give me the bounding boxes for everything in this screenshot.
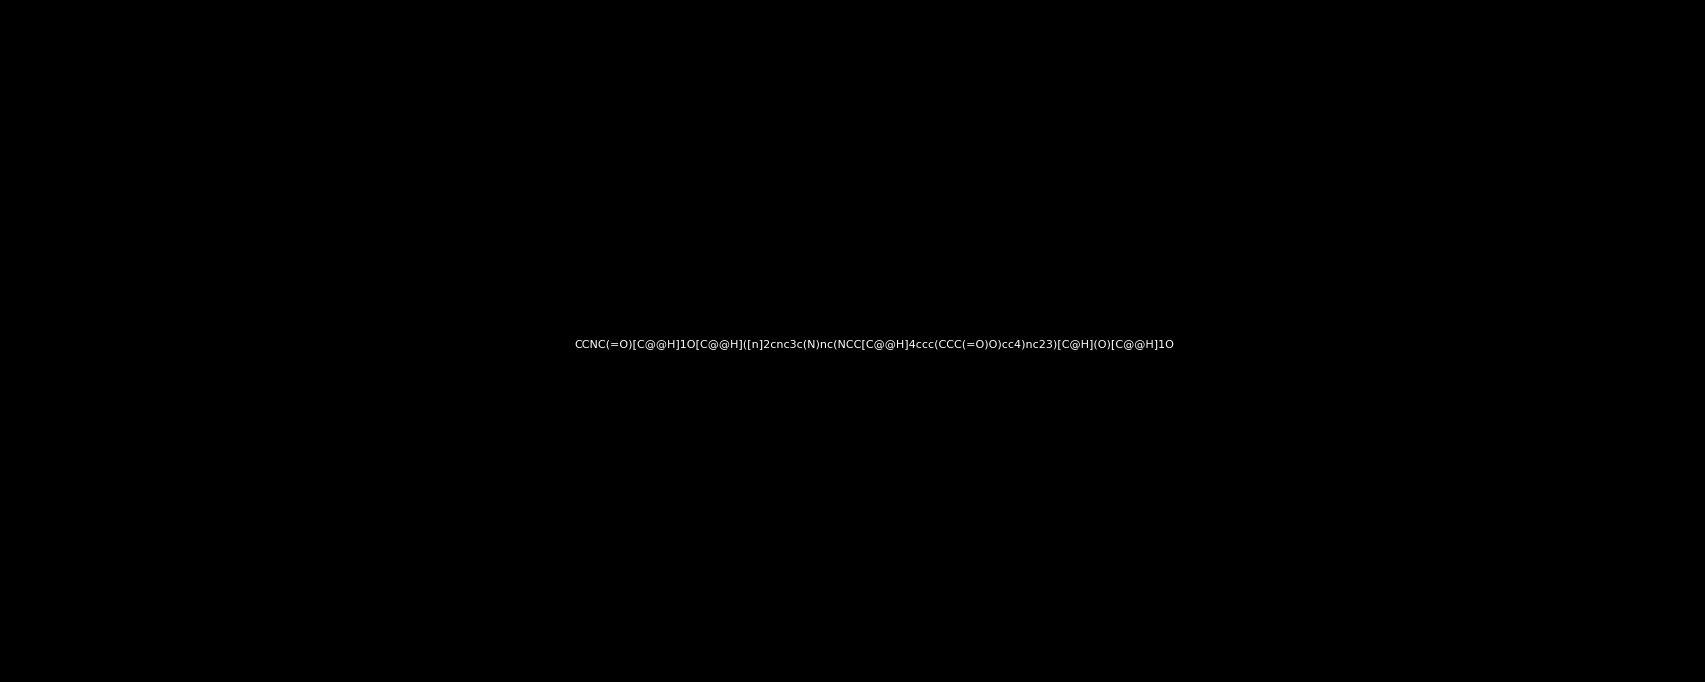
Text: CCNC(=O)[C@@H]1O[C@@H]([n]2cnc3c(N)nc(NCC[C@@H]4ccc(CCC(=O)O)cc4)nc23)[C@H](O)[C: CCNC(=O)[C@@H]1O[C@@H]([n]2cnc3c(N)nc(NC… bbox=[575, 340, 1173, 349]
